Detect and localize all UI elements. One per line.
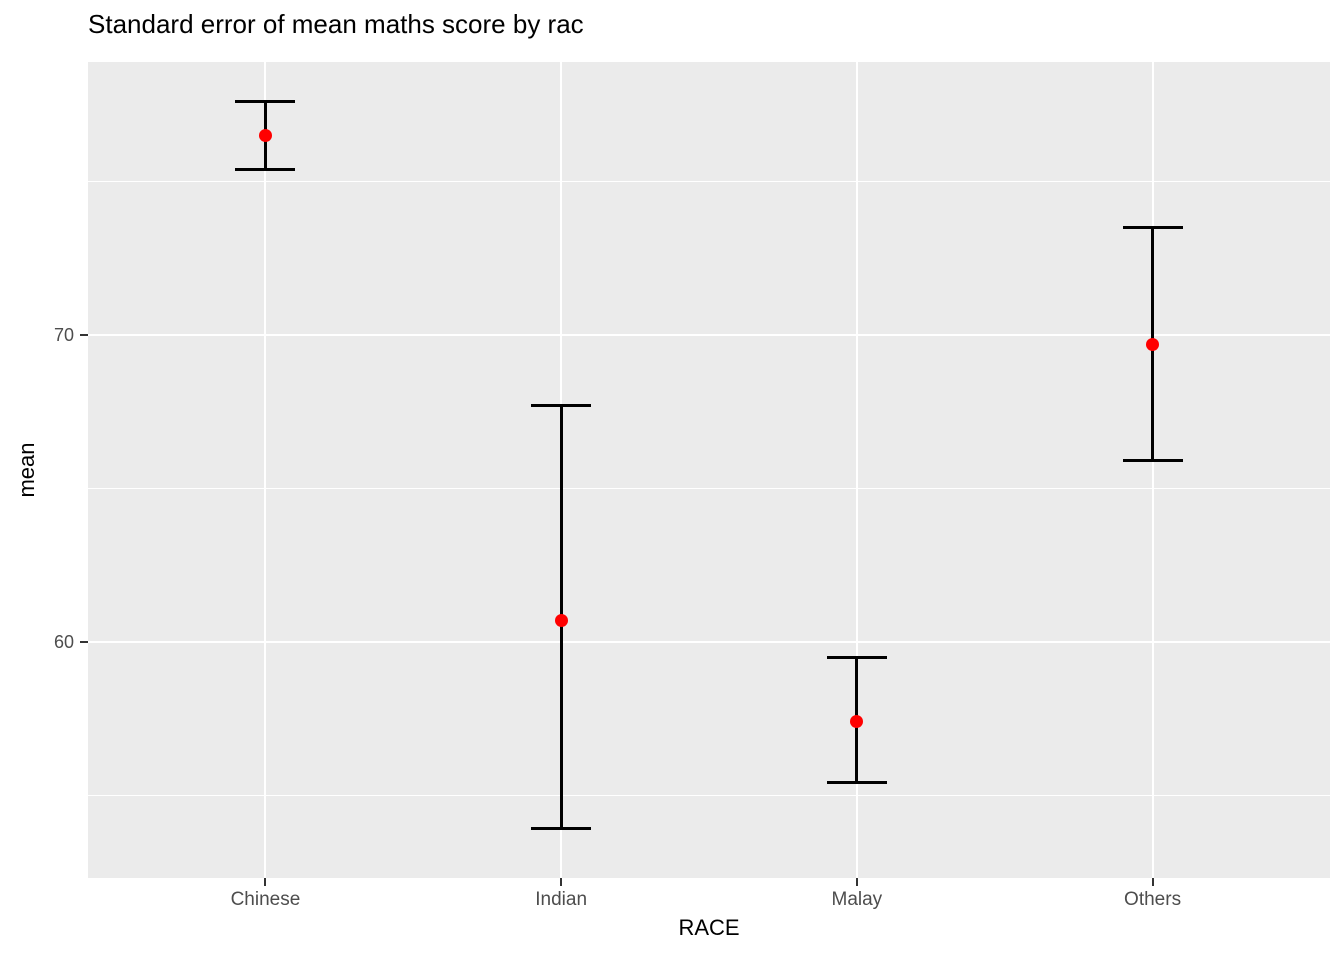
y-tick-mark-60 bbox=[80, 640, 88, 643]
point-mean-indian bbox=[554, 613, 568, 627]
gridline-major-x-chinese bbox=[264, 62, 267, 878]
errorbar-cap-top-others bbox=[1122, 226, 1183, 230]
y-tick-mark-70 bbox=[80, 334, 88, 337]
point-mean-others bbox=[1146, 337, 1160, 351]
gridline-major-x-malay bbox=[855, 62, 858, 878]
gridline-major-y-70 bbox=[88, 334, 1330, 337]
gridline-minor-y-55 bbox=[88, 794, 1330, 796]
y-axis-title: mean bbox=[14, 442, 39, 498]
x-tick-label-others: Others bbox=[1124, 889, 1182, 910]
chart-title: Standard error of mean maths score by ra… bbox=[88, 9, 584, 39]
errorbar-cap-bottom-chinese bbox=[235, 167, 296, 171]
y-tick-label-60: 60 bbox=[53, 631, 74, 652]
plot-panel bbox=[88, 62, 1330, 878]
errorbar-cap-bottom-indian bbox=[531, 827, 592, 831]
y-tick-label-70: 70 bbox=[53, 325, 74, 346]
gridline-minor-y-65 bbox=[88, 487, 1330, 489]
errorbar-cap-top-indian bbox=[531, 404, 592, 408]
gridline-major-y-60 bbox=[88, 640, 1330, 643]
x-tick-label-malay: Malay bbox=[831, 889, 883, 910]
errorbar-cap-top-chinese bbox=[235, 100, 296, 104]
gridline-major-x-others bbox=[1151, 62, 1154, 878]
x-tick-mark-indian bbox=[560, 878, 563, 886]
errorbar-cap-top-malay bbox=[826, 655, 887, 659]
x-tick-label-chinese: Chinese bbox=[230, 889, 301, 910]
x-tick-mark-others bbox=[1151, 878, 1154, 886]
point-mean-chinese bbox=[258, 129, 272, 143]
errorbar-cap-bottom-malay bbox=[826, 781, 887, 785]
errorbar-cap-bottom-others bbox=[1122, 459, 1183, 463]
point-mean-malay bbox=[850, 715, 864, 729]
gridline-minor-y-75 bbox=[88, 181, 1330, 183]
x-tick-label-indian: Indian bbox=[535, 889, 588, 910]
x-tick-mark-malay bbox=[855, 878, 858, 886]
x-tick-mark-chinese bbox=[264, 878, 267, 886]
x-axis-title: RACE bbox=[678, 915, 740, 940]
